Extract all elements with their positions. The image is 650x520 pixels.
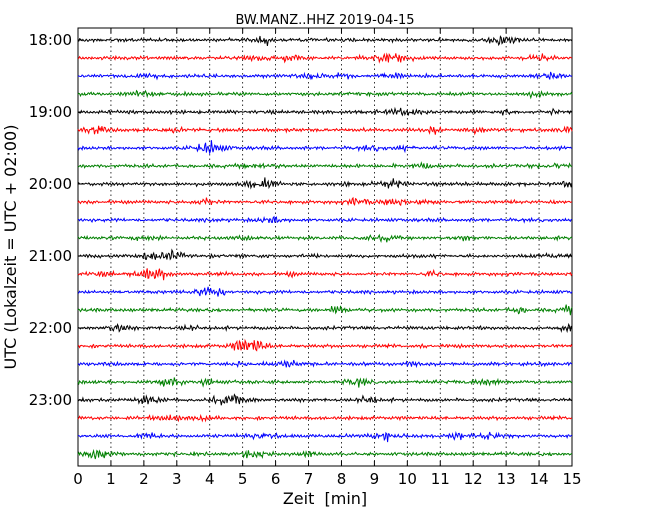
grid-layer [110, 28, 540, 466]
x-tick-label: 15 [562, 470, 581, 488]
traces-layer [77, 35, 573, 460]
plot-frame [77, 27, 573, 467]
seismic-trace-5 [77, 106, 573, 117]
seismic-trace-8 [77, 161, 573, 170]
x-tick-label: 13 [497, 470, 516, 488]
seismic-trace-6 [77, 125, 573, 136]
seismic-trace-22 [77, 413, 573, 423]
x-tick-label: 7 [304, 470, 314, 488]
seismic-trace-4 [77, 89, 573, 100]
seismic-trace-19 [77, 359, 573, 369]
seismic-trace-7 [77, 140, 573, 155]
x-axis-label: Zeit [min] [283, 489, 367, 508]
x-tick-label: 9 [370, 470, 380, 488]
chart-title: BW.MANZ..HHZ 2019-04-15 [235, 13, 414, 28]
seismic-trace-18 [77, 338, 573, 352]
x-tick-label: 1 [106, 470, 116, 488]
x-tick-label: 5 [238, 470, 248, 488]
x-tick-label: 2 [139, 470, 149, 488]
seismic-trace-15 [77, 286, 573, 297]
seismic-trace-21 [77, 393, 573, 406]
y-axis: 18:00 19:00 20:00 21:00 22:00 23:00 [29, 31, 572, 409]
seismic-trace-23 [77, 431, 573, 443]
seismic-trace-12 [77, 233, 573, 244]
seismic-trace-17 [77, 322, 573, 334]
y-tick-label: 22:00 [29, 319, 72, 337]
x-tick-label: 10 [398, 470, 417, 488]
y-tick-label: 20:00 [29, 175, 72, 193]
seismic-trace-14 [77, 268, 573, 281]
x-tick-label: 6 [271, 470, 281, 488]
x-tick-label: 8 [337, 470, 347, 488]
seismic-trace-11 [77, 215, 573, 224]
seismic-trace-24 [77, 448, 573, 460]
x-tick-label: 14 [530, 470, 549, 488]
y-tick-label: 21:00 [29, 247, 72, 265]
y-tick-label: 19:00 [29, 103, 72, 121]
seismic-trace-10 [77, 196, 573, 207]
seismic-trace-16 [77, 304, 573, 316]
seismic-trace-13 [77, 248, 573, 261]
seismic-trace-1 [77, 35, 573, 47]
x-tick-label: 0 [73, 470, 83, 488]
seismic-trace-9 [77, 177, 573, 190]
seismic-trace-3 [77, 71, 573, 81]
x-tick-label: 3 [172, 470, 182, 488]
x-axis: 0 1 2 3 4 5 6 7 8 9 10 11 12 13 14 15 [73, 28, 582, 488]
x-tick-label: 11 [431, 470, 450, 488]
x-tick-label: 12 [464, 470, 483, 488]
seismic-trace-2 [77, 52, 573, 64]
x-tick-label: 4 [205, 470, 215, 488]
y-tick-label: 23:00 [29, 391, 72, 409]
y-axis-label: UTC (Lokalzeit = UTC + 02:00) [1, 125, 20, 370]
y-tick-label: 18:00 [29, 31, 72, 49]
seismic-trace-20 [77, 377, 573, 388]
